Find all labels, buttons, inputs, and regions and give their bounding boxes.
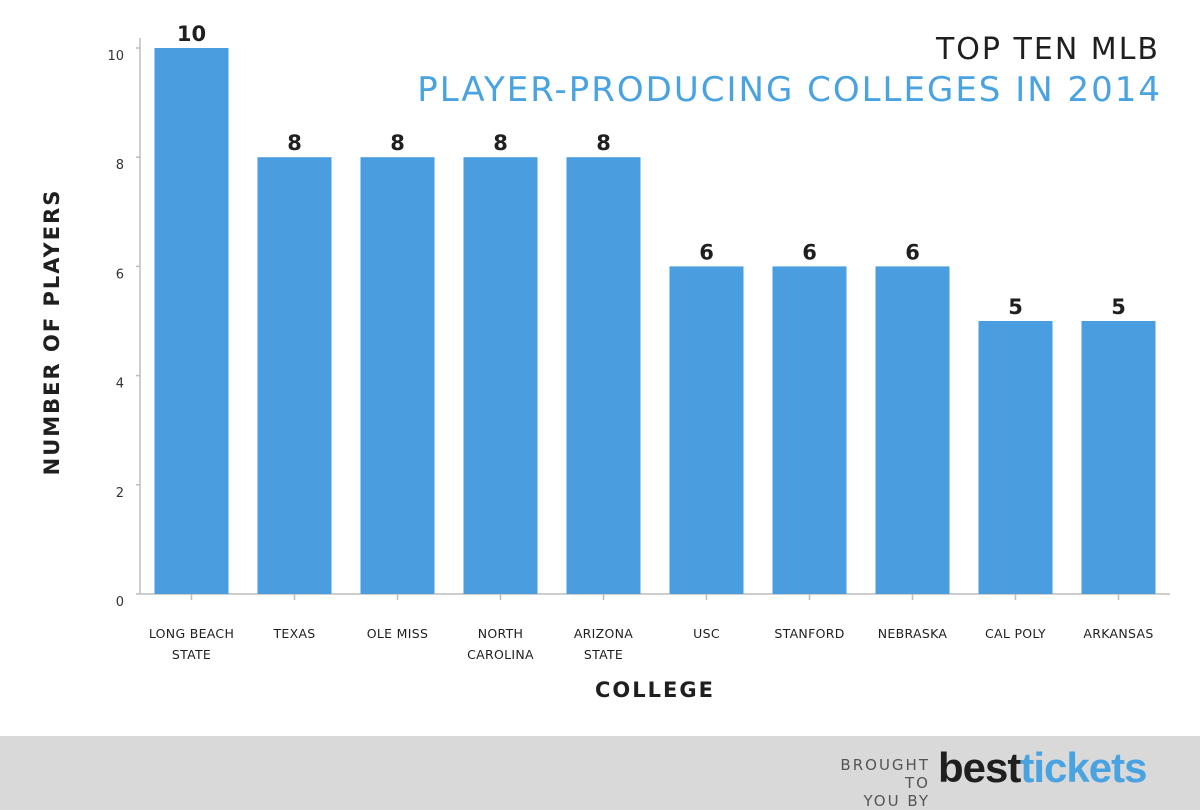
y-tick-label-2: 2 [116, 486, 124, 501]
x-tick-label-7: NEBRASKA [878, 626, 948, 641]
data-label-0: 10 [177, 22, 206, 46]
bar-5 [669, 266, 744, 594]
x-tick-label-2-line-0: OLE MISS [367, 626, 428, 641]
footer-credit-line2: YOU BY [863, 792, 930, 810]
x-tick-label-3-line-0: NORTH [478, 626, 524, 641]
bar-6 [772, 266, 847, 594]
bar-chart-canvas: 0 2 4 6 8 10 10 LONG BEACH STATE 8 TEXAS 8 OLE MISS 8… [107, 22, 1170, 662]
chart-title-line1: TOP TEN MLB [935, 32, 1160, 67]
x-tick-label-9-line-0: ARKANSAS [1083, 626, 1153, 641]
logo-tickets-text: tickets [1020, 744, 1147, 791]
logo-best-text: best [938, 744, 1021, 791]
x-tick-label-8: CAL POLY [985, 626, 1046, 641]
x-tick-label-0: LONG BEACH STATE [149, 626, 234, 662]
bar-1 [257, 157, 332, 594]
x-tick-label-5: USC [693, 626, 720, 641]
x-tick-label-4: ARIZONA STATE [574, 626, 633, 662]
x-tick-label-0-line-0: LONG BEACH [149, 626, 234, 641]
x-tick-label-5-line-0: USC [693, 626, 720, 641]
bar-3 [463, 157, 538, 594]
x-tick-label-6: STANFORD [774, 626, 844, 641]
data-label-8: 5 [1008, 295, 1023, 319]
data-label-2: 8 [390, 131, 405, 155]
footer-credit-line1: BROUGHT TO [840, 756, 930, 792]
besttickets-logo[interactable]: besttickets [938, 744, 1147, 792]
x-axis-label: COLLEGE [595, 678, 715, 702]
x-tick-label-3-line-1: CAROLINA [467, 647, 534, 662]
y-tick-label-10: 10 [107, 49, 124, 64]
y-tick-label-8: 8 [116, 158, 124, 173]
bar-7 [875, 266, 950, 594]
data-label-3: 8 [493, 131, 508, 155]
data-label-6: 6 [802, 240, 817, 264]
bar-4 [566, 157, 641, 594]
y-tick-label-4: 4 [116, 377, 124, 392]
x-tick-label-2: OLE MISS [367, 626, 428, 641]
bar-2 [360, 157, 435, 594]
x-tick-label-4-line-1: STATE [584, 647, 623, 662]
x-tick-label-4-line-0: ARIZONA [574, 626, 633, 641]
x-tick-label-7-line-0: NEBRASKA [878, 626, 948, 641]
x-tick-label-1: TEXAS [272, 626, 315, 641]
data-label-5: 6 [699, 240, 714, 264]
footer-banner: BROUGHT TO YOU BY besttickets [0, 736, 1200, 810]
bar-9 [1081, 321, 1156, 594]
y-axis-label: NUMBER OF PLAYERS [40, 188, 64, 476]
x-tick-label-0-line-1: STATE [172, 647, 211, 662]
data-label-4: 8 [596, 131, 611, 155]
footer-credit: BROUGHT TO YOU BY [814, 756, 930, 810]
x-tick-label-3: NORTH CAROLINA [467, 626, 534, 662]
bar-0 [154, 48, 229, 594]
x-tick-label-8-line-0: CAL POLY [985, 626, 1046, 641]
y-tick-label-0: 0 [116, 595, 124, 610]
data-label-9: 5 [1111, 295, 1126, 319]
data-label-1: 8 [287, 131, 302, 155]
bar-8 [978, 321, 1053, 594]
data-label-7: 6 [905, 240, 920, 264]
x-tick-label-1-line-0: TEXAS [272, 626, 315, 641]
x-tick-label-6-line-0: STANFORD [774, 626, 844, 641]
x-tick-label-9: ARKANSAS [1083, 626, 1153, 641]
chart: 0 2 4 6 8 10 10 LONG BEACH STATE 8 TEXAS 8 OLE MISS 8… [40, 22, 1170, 702]
y-tick-label-6: 6 [116, 267, 124, 282]
chart-title-line2: PLAYER-PRODUCING COLLEGES IN 2014 [417, 70, 1162, 110]
